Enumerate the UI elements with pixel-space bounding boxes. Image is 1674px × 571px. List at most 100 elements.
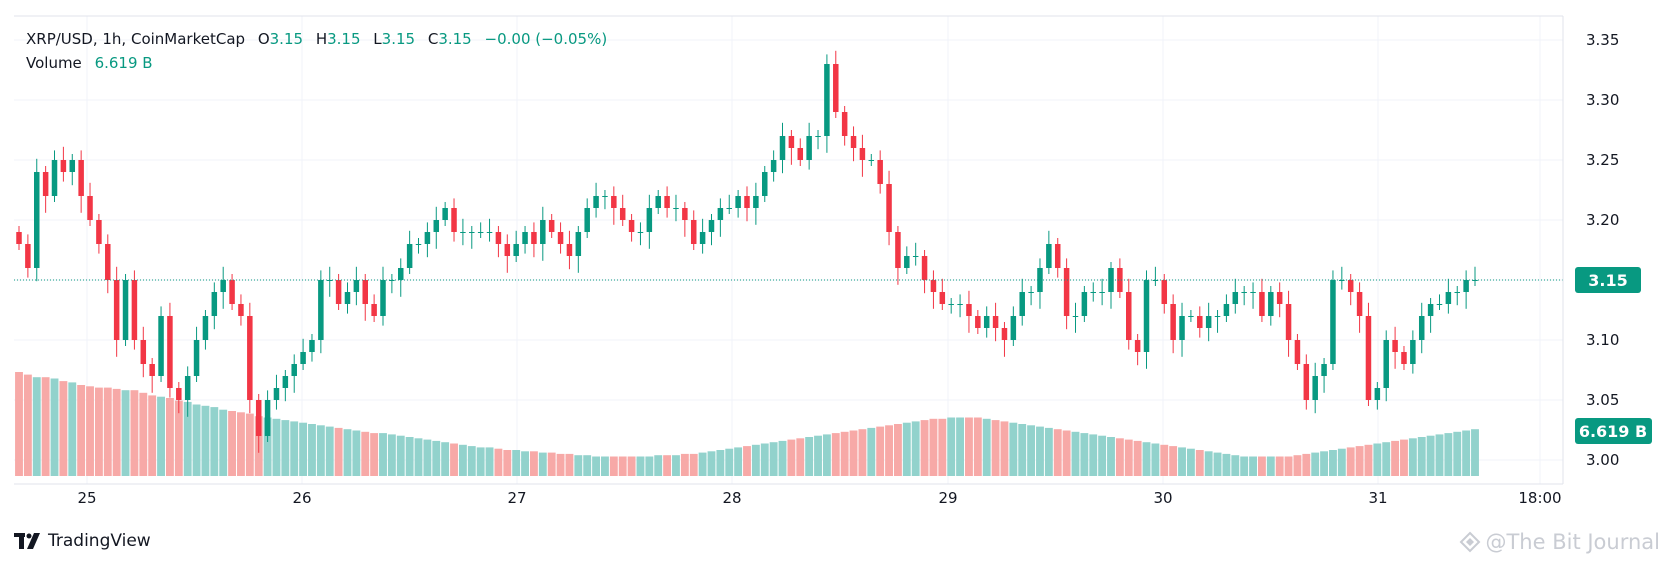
candle-body	[1294, 340, 1301, 364]
volume-bar	[991, 420, 1000, 476]
volume-bar	[512, 450, 521, 476]
candle-body	[442, 208, 448, 220]
candle-body	[682, 208, 688, 220]
candle-body	[389, 280, 395, 281]
candle-body	[1259, 292, 1265, 316]
candle-body	[1321, 364, 1327, 376]
volume-bar	[672, 455, 680, 476]
candle-body	[371, 304, 377, 316]
price-axis: 3.353.303.253.203.153.103.053.00	[1586, 31, 1619, 469]
candle-body	[1383, 340, 1389, 388]
volume-bar	[263, 417, 272, 476]
volume-bar	[893, 424, 902, 476]
candle-body	[735, 196, 741, 208]
volume-bar	[494, 448, 503, 476]
candle-body	[1046, 244, 1052, 268]
volume-bar	[1222, 453, 1231, 476]
candle-body	[344, 292, 351, 304]
candle-body	[176, 388, 182, 400]
volume-bar	[538, 452, 547, 476]
volume-bar	[1133, 440, 1142, 476]
candle-body	[1445, 292, 1452, 304]
volume-bar	[1036, 426, 1044, 476]
candle-body	[451, 208, 457, 232]
volume-bar	[1302, 453, 1311, 476]
candle-body	[779, 136, 786, 160]
candle-body	[1250, 292, 1256, 293]
candle-body	[1063, 268, 1070, 316]
volume-bar	[1044, 427, 1053, 476]
volume-bar	[840, 431, 849, 476]
candle-body	[1001, 328, 1008, 340]
volume-bar	[450, 443, 458, 476]
volume-bar	[334, 427, 343, 476]
volume-bar	[1346, 447, 1355, 476]
volume-bar	[947, 417, 956, 476]
volume-bar	[1062, 430, 1071, 476]
volume-bar	[299, 422, 308, 476]
candle-body	[1427, 304, 1434, 316]
candle-body	[637, 232, 644, 233]
volume-bar	[938, 418, 947, 476]
volume-bar	[973, 417, 982, 476]
volume-bar	[920, 420, 929, 476]
candle-body	[833, 64, 839, 112]
candle-body	[362, 280, 368, 304]
x-tick-label: 18:00	[1518, 489, 1561, 507]
candle-body	[495, 232, 502, 244]
candle-body	[1090, 292, 1096, 293]
volume-bar	[1382, 442, 1391, 476]
candle-body	[744, 196, 750, 208]
volume-bar	[1391, 440, 1400, 476]
volume-bar	[982, 418, 991, 476]
candle-body	[25, 244, 31, 268]
volume-bar	[59, 381, 68, 476]
candle-body	[975, 316, 981, 328]
volume-bar	[361, 431, 370, 476]
volume-bar	[1284, 456, 1293, 476]
volume-bar	[1408, 438, 1417, 476]
candle-body	[824, 64, 830, 136]
tradingview-logo[interactable]: TradingView	[14, 531, 151, 551]
volume-bar	[228, 411, 237, 476]
candle-body	[149, 364, 155, 376]
volume-bar	[183, 401, 192, 476]
open-key: O	[257, 30, 270, 48]
volume-bar	[1142, 442, 1151, 476]
volume-bar	[387, 434, 396, 476]
volume-bar	[1053, 429, 1062, 476]
volume-bar	[219, 409, 228, 476]
diamond-icon	[1460, 531, 1481, 553]
volume-bar	[885, 425, 893, 476]
y-tick-label: 3.00	[1586, 451, 1619, 469]
volume-bar	[343, 429, 352, 476]
volume-bar	[1435, 434, 1444, 476]
volume-bar	[529, 451, 538, 476]
close-value: 3.15	[438, 30, 472, 48]
candle-body	[699, 232, 706, 244]
volume-bar	[485, 447, 494, 476]
volume-bar	[636, 456, 645, 476]
volume-bar	[32, 377, 41, 476]
last-volume-badge: 6.619 B	[1575, 418, 1652, 444]
volume-bar	[876, 426, 885, 476]
candle-body	[770, 160, 777, 172]
volume-bar	[1293, 455, 1302, 476]
candle-body	[247, 316, 253, 400]
candle-body	[353, 280, 360, 292]
volume-bar	[1311, 452, 1320, 476]
volume-bar	[654, 455, 663, 476]
candle-body	[1188, 316, 1194, 317]
volume-bar	[609, 456, 618, 476]
volume-bar	[778, 440, 787, 476]
candle-body	[1365, 316, 1372, 400]
candle-body	[1152, 280, 1159, 281]
candle-body	[673, 208, 679, 209]
volume-bar	[1169, 446, 1178, 476]
volume-bar	[1471, 429, 1479, 476]
candle-body	[762, 172, 768, 196]
volume-bar	[1329, 450, 1337, 476]
volume-bar	[325, 426, 334, 476]
volume-bar	[574, 455, 583, 476]
